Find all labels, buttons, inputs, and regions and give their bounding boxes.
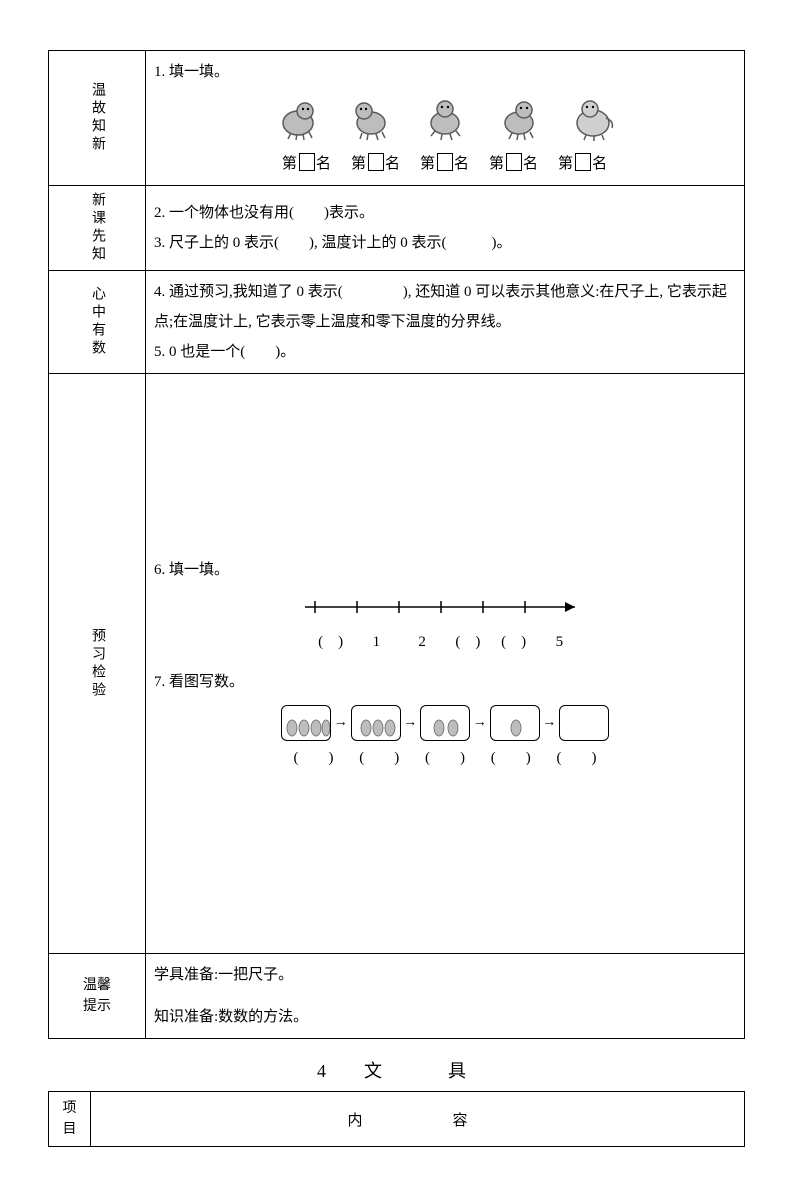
q5-text: 5. 0 也是一个( )。 <box>154 337 736 367</box>
numline-val: 2 <box>401 627 443 657</box>
page: 温故知新 1. 填一填。 <box>0 0 793 1187</box>
label-tishi: 提示 <box>57 996 137 1017</box>
sub-col1: 项目 <box>49 1092 91 1147</box>
row1-content: 1. 填一填。 <box>146 51 745 186</box>
label-wenxintishi: 温馨 提示 <box>49 954 146 1039</box>
numberline-diagram <box>295 595 595 625</box>
animal-icon <box>346 93 396 143</box>
sub-col2: 内 容 <box>91 1092 745 1147</box>
label-xinkexianzhi: 新课先知 <box>49 186 146 271</box>
count-box <box>490 705 540 741</box>
image-box-row: → → → → <box>154 705 736 741</box>
row5-line1: 学具准备:一把尺子。 <box>146 954 745 997</box>
animal-icon <box>568 93 618 143</box>
count-box <box>559 705 609 741</box>
rank-prefix: 第 <box>420 156 436 172</box>
section-title: 4 文 具 <box>48 1057 745 1083</box>
blank-box[interactable] <box>437 153 453 171</box>
q6-text: 6. 填一填。 <box>154 555 736 585</box>
blank-box[interactable] <box>368 153 384 171</box>
label-xinzhongyoushu: 心中有数 <box>49 271 146 374</box>
numline-val: ( ) <box>493 627 535 657</box>
rank-prefix: 第 <box>558 156 574 172</box>
paren-row: ( ) ( ) ( ) ( ) ( ) <box>154 743 736 773</box>
arrow-icon: → <box>473 709 487 737</box>
q1-text: 1. 填一填。 <box>154 57 736 87</box>
arrow-icon: → <box>542 709 556 737</box>
numline-val: ( ) <box>447 627 489 657</box>
numline-val: 5 <box>538 627 580 657</box>
sub-table: 项目 内 容 <box>48 1091 745 1147</box>
paren-blank: ( ) <box>283 743 345 773</box>
label-yuxijianyan: 预习检验 <box>49 374 146 954</box>
animal-icon <box>273 93 323 143</box>
q7-text: 7. 看图写数。 <box>154 667 736 697</box>
arrow-icon: → <box>334 709 348 737</box>
rank-suffix: 名 <box>385 156 401 172</box>
rank-row: 第名 第名 第名 第名 第名 <box>154 149 736 179</box>
paren-blank: ( ) <box>480 743 542 773</box>
rank-suffix: 名 <box>592 156 608 172</box>
rank-prefix: 第 <box>351 156 367 172</box>
count-box <box>281 705 331 741</box>
animal-icon <box>420 93 470 143</box>
label-wenxin: 温馨 <box>57 975 137 996</box>
q2-text: 2. 一个物体也没有用( )表示。 <box>154 198 736 228</box>
numline-val: 1 <box>355 627 397 657</box>
paren-blank: ( ) <box>348 743 410 773</box>
blank-box[interactable] <box>299 153 315 171</box>
paren-blank: ( ) <box>414 743 476 773</box>
rank-suffix: 名 <box>523 156 539 172</box>
row4-content: 6. 填一填。 ( ) 1 2 ( ) ( ) 5 7. 看图写数。 <box>146 374 745 954</box>
count-box <box>351 705 401 741</box>
animal-icon <box>494 93 544 143</box>
paren-blank: ( ) <box>546 743 608 773</box>
q3-text: 3. 尺子上的 0 表示( ), 温度计上的 0 表示( )。 <box>154 228 736 258</box>
blank-box[interactable] <box>575 153 591 171</box>
main-table: 温故知新 1. 填一填。 <box>48 50 745 1039</box>
numberline-labels: ( ) 1 2 ( ) ( ) 5 <box>154 627 736 657</box>
row2-content: 2. 一个物体也没有用( )表示。 3. 尺子上的 0 表示( ), 温度计上的… <box>146 186 745 271</box>
rank-prefix: 第 <box>282 156 298 172</box>
count-box <box>420 705 470 741</box>
blank-box[interactable] <box>506 153 522 171</box>
row3-content: 4. 通过预习,我知道了 0 表示( ), 还知道 0 可以表示其他意义:在尺子… <box>146 271 745 374</box>
numline-val: ( ) <box>310 627 352 657</box>
rank-suffix: 名 <box>316 156 332 172</box>
animal-row <box>154 93 736 143</box>
row5-line2: 知识准备:数数的方法。 <box>146 996 745 1039</box>
label-wenguzhixin: 温故知新 <box>49 51 146 186</box>
q4-text: 4. 通过预习,我知道了 0 表示( ), 还知道 0 可以表示其他意义:在尺子… <box>154 277 736 337</box>
arrow-icon: → <box>403 709 417 737</box>
rank-prefix: 第 <box>489 156 505 172</box>
rank-suffix: 名 <box>454 156 470 172</box>
